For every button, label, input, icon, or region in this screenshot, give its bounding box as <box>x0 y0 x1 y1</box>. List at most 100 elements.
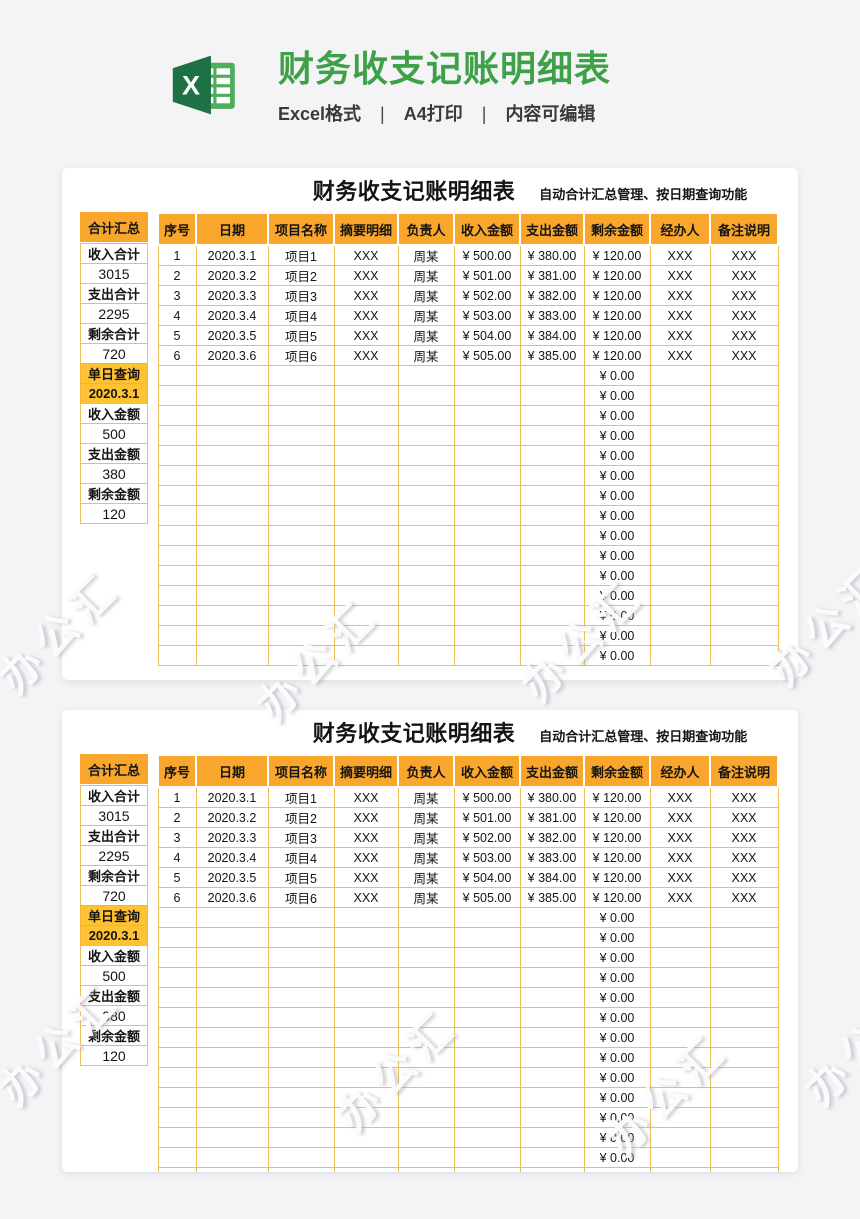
table-cell <box>195 445 269 466</box>
table-cell: 项目3 <box>267 285 335 306</box>
table-cell: ¥ 0.00 <box>583 405 651 426</box>
table-cell <box>195 385 269 406</box>
table-cell <box>195 987 269 1008</box>
table-cell: ¥ 0.00 <box>583 1107 651 1128</box>
table-row: 3 2020.3.3 项目3 XXX 周某 ¥ 502.00 ¥ 382.00 ¥ 120.0… <box>157 285 779 306</box>
table-cell <box>519 1167 585 1172</box>
table-cell <box>649 505 711 526</box>
table-cell <box>267 445 335 466</box>
table-cell: ¥ 120.00 <box>583 807 651 828</box>
table-cell <box>397 987 455 1008</box>
table-cell <box>397 385 455 406</box>
table-cell <box>157 1007 197 1028</box>
sidebar-cell: 剩余金额 <box>80 1025 148 1046</box>
table-row: ¥ 0.00 <box>157 1127 779 1148</box>
table-cell <box>267 1027 335 1048</box>
table-cell <box>709 1027 779 1048</box>
table-cell: ¥ 0.00 <box>583 525 651 546</box>
table-cell <box>649 1127 711 1148</box>
table-cell <box>397 365 455 386</box>
table-row: ¥ 0.00 <box>157 967 779 988</box>
table-row: ¥ 0.00 <box>157 947 779 968</box>
table-cell: ¥ 0.00 <box>583 585 651 606</box>
table-cell <box>333 1027 399 1048</box>
table-cell: ¥ 0.00 <box>583 625 651 646</box>
table-cell <box>157 505 197 526</box>
table-cell <box>519 947 585 968</box>
table-cell <box>453 385 521 406</box>
table-cell <box>453 545 521 566</box>
table-cell: ¥ 120.00 <box>583 867 651 888</box>
table-cell <box>195 1027 269 1048</box>
table-cell <box>709 1107 779 1128</box>
sidebar-cell: 120 <box>80 1045 148 1066</box>
table-cell <box>397 585 455 606</box>
table-cell <box>397 425 455 446</box>
sheet-note: 自动合计汇总管理、按日期查询功能 <box>539 729 748 744</box>
table-cell <box>195 1167 269 1172</box>
table-cell: ¥ 0.00 <box>583 605 651 626</box>
table-cell <box>267 1127 335 1148</box>
table-cell <box>453 987 521 1008</box>
table-cell: 3 <box>157 827 197 848</box>
column-header: 经办人 <box>649 212 711 246</box>
table-cell <box>195 907 269 928</box>
column-header: 摘要明细 <box>333 754 399 788</box>
table-cell: ¥ 500.00 <box>453 786 521 808</box>
table-cell: 2020.3.4 <box>195 305 269 326</box>
table-row: ¥ 0.00 <box>157 625 779 646</box>
table-cell <box>333 1047 399 1068</box>
table-cell <box>333 445 399 466</box>
table-cell: ¥ 0.00 <box>583 1127 651 1148</box>
ledger-table: 序号 日期 项目名称 摘要明细 负责人 收入金额 支出金额 剩余金额 经办人 备注说明 1 2020… <box>157 212 779 666</box>
table-cell: 周某 <box>397 305 455 326</box>
table-row: ¥ 0.00 <box>157 1147 779 1168</box>
sidebar-cell: 2020.3.1 <box>80 383 148 404</box>
subtitle-part: A4打印 <box>403 103 463 124</box>
table-cell <box>195 625 269 646</box>
table-cell <box>397 565 455 586</box>
table-row: ¥ 0.00 <box>157 1067 779 1088</box>
table-cell <box>333 545 399 566</box>
table-cell: XXX <box>649 867 711 888</box>
table-cell: 项目1 <box>267 244 335 266</box>
table-cell: XXX <box>333 285 399 306</box>
table-cell <box>453 645 521 666</box>
table-cell <box>709 525 779 546</box>
table-cell: ¥ 504.00 <box>453 867 521 888</box>
table-cell <box>709 485 779 506</box>
table-cell <box>397 1167 455 1172</box>
table-cell <box>519 967 585 988</box>
table-cell <box>157 625 197 646</box>
table-cell <box>709 967 779 988</box>
table-cell <box>649 1167 711 1172</box>
table-cell <box>333 405 399 426</box>
table-cell: 5 <box>157 325 197 346</box>
table-cell <box>709 505 779 526</box>
table-row: 4 2020.3.4 项目4 XXX 周某 ¥ 503.00 ¥ 383.00 ¥ 120.0… <box>157 305 779 326</box>
table-cell <box>649 1007 711 1028</box>
table-cell <box>709 1007 779 1028</box>
table-cell <box>453 405 521 426</box>
table-cell: 2020.3.2 <box>195 807 269 828</box>
table-cell <box>267 585 335 606</box>
table-cell: ¥ 380.00 <box>519 244 585 266</box>
page-subtitle: Excel格式 | A4打印 | 内容可编辑 <box>278 100 611 126</box>
table-cell: XXX <box>333 345 399 366</box>
column-header: 支出金额 <box>519 754 585 788</box>
table-cell: ¥ 503.00 <box>453 847 521 868</box>
table-cell <box>157 967 197 988</box>
table-cell: 5 <box>157 867 197 888</box>
table-cell <box>267 1067 335 1088</box>
column-header: 序号 <box>157 754 197 788</box>
table-cell <box>397 907 455 928</box>
table-cell <box>709 927 779 948</box>
table-cell: 项目5 <box>267 325 335 346</box>
table-cell <box>519 1067 585 1088</box>
table-cell <box>453 1127 521 1148</box>
table-cell: XXX <box>709 786 779 808</box>
table-cell: ¥ 120.00 <box>583 847 651 868</box>
table-cell <box>649 927 711 948</box>
table-cell <box>453 967 521 988</box>
table-cell: ¥ 380.00 <box>519 786 585 808</box>
